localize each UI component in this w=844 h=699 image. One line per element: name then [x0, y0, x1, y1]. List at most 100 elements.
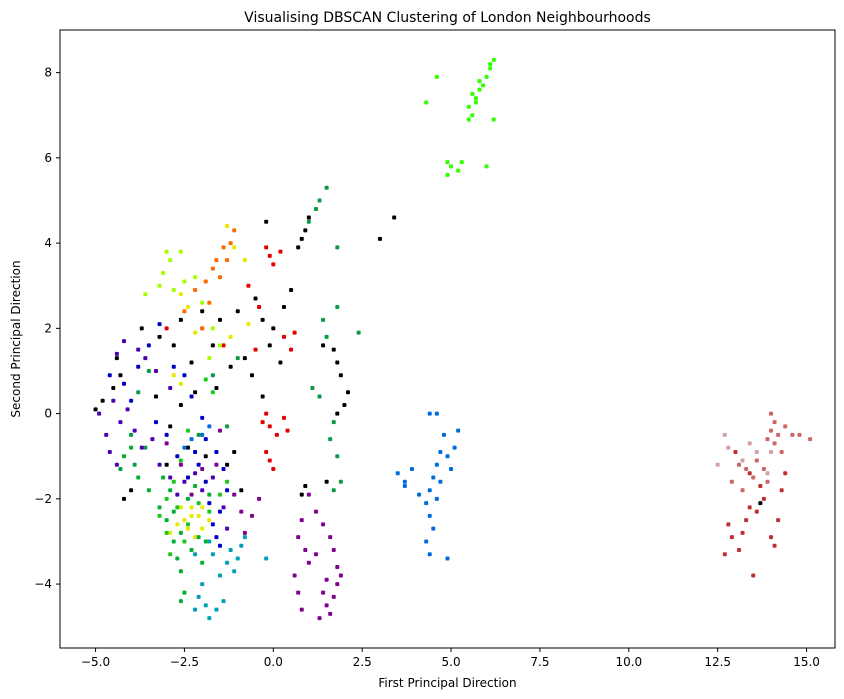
- data-point: [136, 347, 141, 352]
- data-point: [178, 317, 183, 322]
- data-point: [232, 449, 237, 454]
- data-point: [178, 569, 183, 574]
- data-point: [758, 484, 763, 489]
- data-point: [761, 496, 766, 501]
- data-point: [754, 509, 759, 514]
- data-point: [157, 322, 162, 327]
- data-point: [296, 535, 301, 540]
- data-point: [733, 449, 738, 454]
- data-point: [139, 326, 144, 331]
- data-point: [189, 360, 194, 365]
- data-point: [324, 334, 329, 339]
- data-point: [740, 488, 745, 493]
- data-point: [306, 215, 311, 220]
- data-point: [267, 343, 272, 348]
- cluster-group: [715, 432, 774, 476]
- data-point: [296, 590, 301, 595]
- data-point: [146, 488, 151, 493]
- data-point: [217, 428, 222, 433]
- y-tick-label: 0: [44, 407, 52, 421]
- cluster-group: [97, 339, 230, 531]
- data-point: [157, 505, 162, 510]
- data-point: [207, 539, 212, 544]
- data-point: [185, 522, 190, 527]
- data-point: [392, 215, 397, 220]
- data-point: [473, 100, 478, 105]
- data-point: [438, 449, 443, 454]
- data-point: [200, 505, 205, 510]
- data-point: [210, 326, 215, 331]
- data-point: [253, 296, 258, 301]
- data-point: [235, 309, 240, 314]
- data-point: [217, 275, 222, 280]
- data-point: [157, 283, 162, 288]
- data-point: [185, 445, 190, 450]
- data-point: [776, 518, 781, 523]
- data-point: [783, 424, 788, 429]
- data-point: [239, 543, 244, 548]
- data-point: [434, 462, 439, 467]
- data-point: [203, 479, 208, 484]
- data-point: [779, 488, 784, 493]
- data-point: [456, 428, 461, 433]
- data-point: [235, 556, 240, 561]
- data-point: [452, 445, 457, 450]
- data-point: [356, 330, 361, 335]
- data-point: [196, 513, 201, 518]
- data-point: [331, 547, 336, 552]
- data-point: [171, 343, 176, 348]
- data-point: [249, 513, 254, 518]
- x-tick-label: −5.0: [81, 655, 110, 669]
- data-point: [189, 505, 194, 510]
- data-point: [449, 466, 454, 471]
- data-point: [193, 535, 198, 540]
- data-point: [221, 245, 226, 250]
- data-point: [747, 441, 752, 446]
- data-point: [737, 547, 742, 552]
- data-point: [118, 420, 123, 425]
- data-point: [175, 492, 180, 497]
- data-point: [164, 496, 169, 501]
- data-point: [235, 356, 240, 361]
- data-point: [232, 492, 237, 497]
- data-point: [221, 505, 226, 510]
- data-point: [722, 432, 727, 437]
- data-point: [740, 458, 745, 463]
- data-point: [185, 305, 190, 310]
- data-point: [121, 454, 126, 459]
- data-point: [726, 522, 731, 527]
- data-point: [754, 458, 759, 463]
- data-point: [751, 475, 756, 480]
- data-point: [168, 552, 173, 557]
- data-point: [299, 518, 304, 523]
- data-point: [427, 552, 432, 557]
- data-point: [200, 309, 205, 314]
- data-point: [441, 432, 446, 437]
- data-point: [178, 462, 183, 467]
- data-point: [772, 420, 777, 425]
- x-tick-label: 12.5: [704, 655, 731, 669]
- data-point: [424, 501, 429, 506]
- x-tick-label: 10.0: [615, 655, 642, 669]
- data-point: [196, 432, 201, 437]
- data-point: [153, 394, 158, 399]
- data-point: [207, 300, 212, 305]
- cluster-group: [182, 411, 461, 561]
- data-point: [271, 466, 276, 471]
- data-point: [171, 287, 176, 292]
- data-point: [260, 420, 265, 425]
- data-point: [175, 454, 180, 459]
- data-point: [335, 565, 340, 570]
- x-tick-label: 5.0: [442, 655, 461, 669]
- data-point: [157, 513, 162, 518]
- data-point: [132, 428, 137, 433]
- data-point: [445, 556, 450, 561]
- data-point: [313, 552, 318, 557]
- data-point: [445, 160, 450, 165]
- data-point: [313, 207, 318, 212]
- data-point: [178, 249, 183, 254]
- data-point: [200, 415, 205, 420]
- data-point: [203, 437, 208, 442]
- data-point: [185, 475, 190, 480]
- data-point: [292, 330, 297, 335]
